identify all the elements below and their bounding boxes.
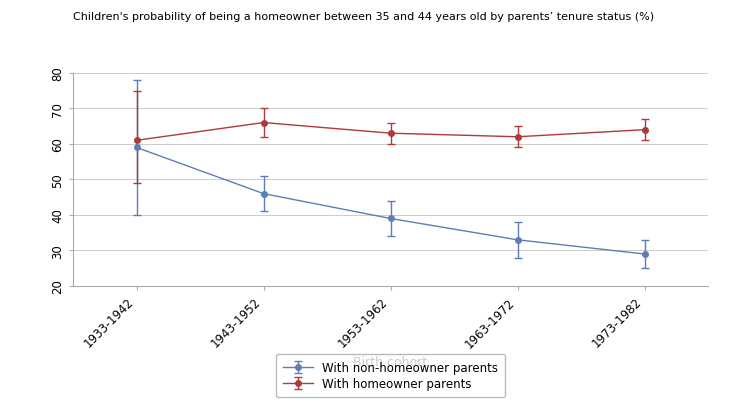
X-axis label: Birth cohort: Birth cohort [353, 355, 428, 369]
Legend: With non-homeowner parents, With homeowner parents: With non-homeowner parents, With homeown… [276, 354, 505, 398]
Text: Children's probability of being a homeowner between 35 and 44 years old by paren: Children's probability of being a homeow… [73, 12, 654, 22]
